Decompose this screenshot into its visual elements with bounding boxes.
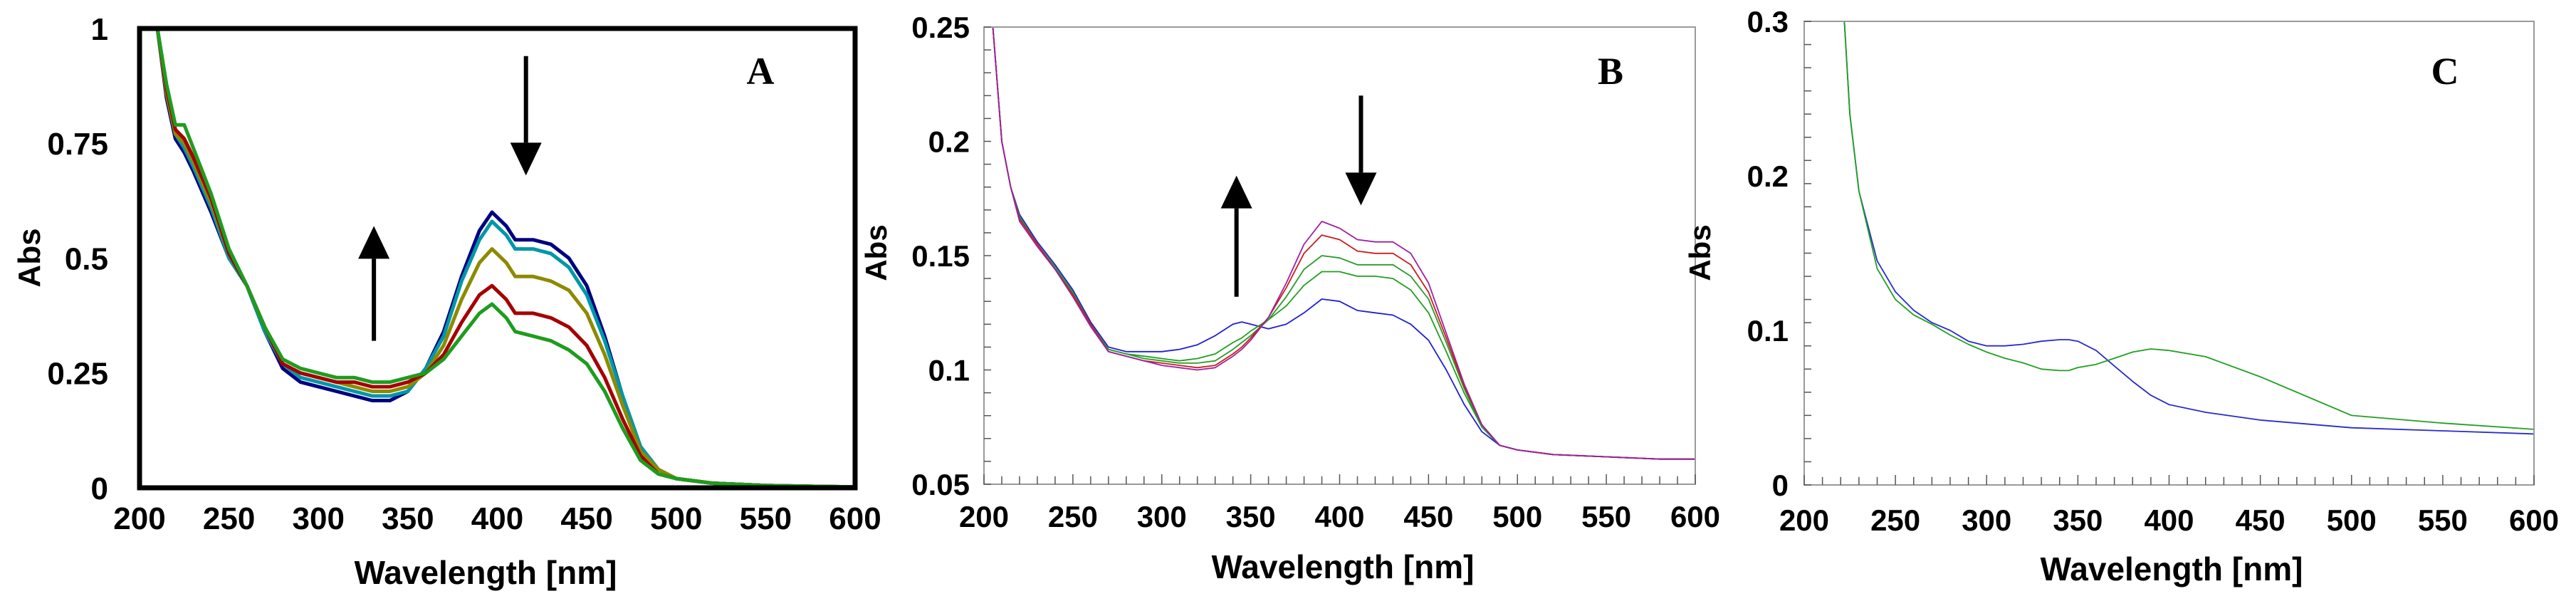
panel-c-xtick-label: 400 xyxy=(2144,503,2194,537)
panel-a: 200 250 300 350 400 450 500 550 600 0 0.25 0.5 0.75 1… xyxy=(12,12,881,591)
panel-c-series-1 xyxy=(1843,21,2534,435)
panel-b-letter: B xyxy=(1598,50,1623,93)
panel-b-ytick-label: 0.25 xyxy=(911,11,970,44)
panel-a-xtick-label: 550 xyxy=(740,501,792,536)
panel-a-xlabel: Wavelength [nm] xyxy=(355,554,617,591)
panel-b-xtick-label: 300 xyxy=(1137,500,1187,533)
panel-b-xtick-label: 400 xyxy=(1314,500,1364,533)
panel-c-series-2 xyxy=(1843,21,2534,430)
panel-a-series-5 xyxy=(155,28,855,488)
panel-c-xtick-label: 550 xyxy=(2418,503,2468,537)
panel-b-ytick-label: 0.15 xyxy=(911,239,970,273)
panel-a-letter: A xyxy=(747,50,775,93)
panel-c-xtick-label: 500 xyxy=(2327,503,2377,537)
panel-b-series-5 xyxy=(992,27,1695,460)
panel-b-xtick-label: 600 xyxy=(1670,500,1720,533)
panel-b-ticks: 200 250 300 350 400 450 500 550 600 0.05 0.1 0.15 0.… xyxy=(911,11,1720,533)
panel-a-series-1 xyxy=(155,28,855,488)
panel-b-xtick-label: 500 xyxy=(1492,500,1542,533)
panel-a-plot-area xyxy=(155,28,855,488)
panel-b-xlabel: Wavelength [nm] xyxy=(1212,548,1475,585)
panel-a-ytick-label: 0 xyxy=(91,471,108,506)
panel-a-series-4 xyxy=(155,28,855,488)
panel-c-xtick-label: 300 xyxy=(1962,503,2011,537)
panel-c-ticks: 200 250 300 350 400 450 500 550 600 0 0.1 0.2 0.3 xyxy=(1747,5,2559,537)
panel-c-xtick-label: 250 xyxy=(1870,503,1920,537)
panel-b-frame xyxy=(983,26,1696,485)
panel-c-ytick-label: 0 xyxy=(1772,469,1789,502)
panel-a-arrow-down-icon xyxy=(510,142,542,176)
panel-a-ytick-label: 0.5 xyxy=(65,241,108,276)
panel-c-ytick-label: 0.3 xyxy=(1747,5,1789,38)
panel-a-annotations xyxy=(358,56,542,341)
panel-a-xtick-label: 450 xyxy=(560,501,612,536)
panel-a-arrow-up-icon xyxy=(358,226,390,259)
panel-b-ylabel: Abs xyxy=(859,224,893,281)
panel-a-xtick-label: 300 xyxy=(293,501,345,536)
panel-a-ytick-label: 0.75 xyxy=(47,127,108,162)
panel-b-annotations xyxy=(1220,95,1377,297)
panel-a-xtick-label: 350 xyxy=(382,501,434,536)
panel-b-arrow-down-icon xyxy=(1345,172,1377,206)
panel-c-ytick-label: 0.2 xyxy=(1747,160,1789,193)
panel-b-xtick-label: 200 xyxy=(959,500,1009,533)
panel-b-series-4 xyxy=(992,27,1695,460)
panel-c-frame xyxy=(1803,21,2535,486)
panel-c-xtick-label: 600 xyxy=(2509,503,2559,537)
panel-b-ytick-label: 0.1 xyxy=(928,354,970,387)
panel-c-xtick-label: 200 xyxy=(1779,503,1829,537)
panel-a-xtick-label: 400 xyxy=(471,501,523,536)
panel-c-xtick-label: 450 xyxy=(2236,503,2286,537)
panel-a-xtick-label: 500 xyxy=(650,501,702,536)
panel-b: 200 250 300 350 400 450 500 550 600 0.05 0.1 0.15 0.… xyxy=(859,11,1720,585)
panel-b-xtick-label: 250 xyxy=(1048,500,1098,533)
panel-c-plot-area xyxy=(1843,21,2534,435)
panel-b-ytick-label: 0.2 xyxy=(928,125,970,159)
panel-c-letter: C xyxy=(2431,50,2459,93)
panel-c-ytick-label: 0.1 xyxy=(1747,314,1789,348)
panel-a-series-3 xyxy=(155,28,855,488)
panel-a-ticks: 200 250 300 350 400 450 500 550 600 0 0.25 0.5 0.75 1 xyxy=(47,12,881,536)
panel-b-xtick-label: 350 xyxy=(1226,500,1276,533)
panel-b-plot-area xyxy=(992,27,1695,460)
panel-a-ylabel: Abs xyxy=(12,228,47,287)
panel-c-xtick-label: 350 xyxy=(2053,503,2103,537)
panel-a-frame xyxy=(137,26,858,491)
panel-a-ytick-label: 0.25 xyxy=(47,357,108,392)
panel-a-ytick-label: 1 xyxy=(91,12,108,47)
panel-b-series-1 xyxy=(992,27,1695,460)
panel-c-xlabel: Wavelength [nm] xyxy=(2041,550,2303,587)
panel-a-xtick-label: 600 xyxy=(829,501,881,536)
panel-b-xtick-label: 550 xyxy=(1581,500,1631,533)
panel-b-xtick-label: 450 xyxy=(1403,500,1453,533)
panel-c-ylabel: Abs xyxy=(1683,224,1717,281)
panel-a-xtick-label: 250 xyxy=(203,501,255,536)
panel-b-arrow-up-icon xyxy=(1220,175,1252,209)
panel-a-xtick-label: 200 xyxy=(113,501,165,536)
panel-b-ytick-label: 0.05 xyxy=(911,468,970,501)
panel-a-series-2 xyxy=(155,28,855,488)
